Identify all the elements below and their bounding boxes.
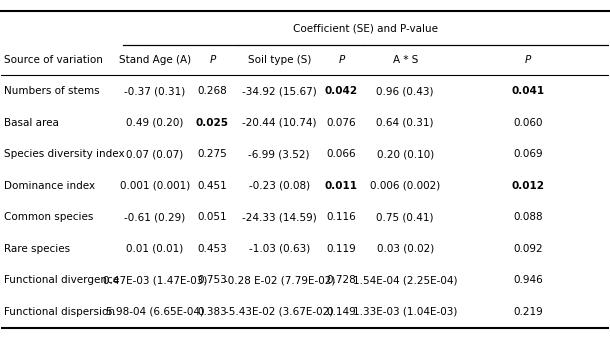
Text: -34.92 (15.67): -34.92 (15.67) — [242, 86, 317, 96]
Text: 0.076: 0.076 — [326, 118, 356, 128]
Text: -24.33 (14.59): -24.33 (14.59) — [242, 212, 317, 222]
Text: 0.753: 0.753 — [198, 275, 228, 285]
Text: 0.088: 0.088 — [514, 212, 543, 222]
Text: -0.23 (0.08): -0.23 (0.08) — [249, 181, 310, 191]
Text: 0.946: 0.946 — [513, 275, 543, 285]
Text: 1.33E-03 (1.04E-03): 1.33E-03 (1.04E-03) — [353, 307, 458, 317]
Text: 0.453: 0.453 — [198, 244, 228, 254]
Text: 0.092: 0.092 — [514, 244, 543, 254]
Text: 0.051: 0.051 — [198, 212, 227, 222]
Text: P: P — [209, 55, 215, 65]
Text: Coefficient (SE) and P-value: Coefficient (SE) and P-value — [293, 23, 438, 33]
Text: 0.47E-03 (1.47E-03): 0.47E-03 (1.47E-03) — [102, 275, 207, 285]
Text: 0.268: 0.268 — [198, 86, 228, 96]
Text: Basal area: Basal area — [4, 118, 59, 128]
Text: -20.44 (10.74): -20.44 (10.74) — [242, 118, 317, 128]
Text: 0.006 (0.002): 0.006 (0.002) — [370, 181, 440, 191]
Text: -0.37 (0.31): -0.37 (0.31) — [124, 86, 185, 96]
Text: -1.03 (0.63): -1.03 (0.63) — [248, 244, 310, 254]
Text: 0.069: 0.069 — [514, 149, 543, 159]
Text: -6.99 (3.52): -6.99 (3.52) — [248, 149, 310, 159]
Text: -0.61 (0.29): -0.61 (0.29) — [124, 212, 185, 222]
Text: 0.066: 0.066 — [326, 149, 356, 159]
Text: 0.451: 0.451 — [198, 181, 228, 191]
Text: 0.275: 0.275 — [198, 149, 228, 159]
Text: 0.20 (0.10): 0.20 (0.10) — [376, 149, 434, 159]
Text: 0.149: 0.149 — [326, 307, 356, 317]
Text: 5.98-04 (6.65E-04): 5.98-04 (6.65E-04) — [106, 307, 204, 317]
Text: 0.060: 0.060 — [514, 118, 543, 128]
Text: Rare species: Rare species — [4, 244, 71, 254]
Text: 0.383: 0.383 — [198, 307, 228, 317]
Text: 0.116: 0.116 — [326, 212, 356, 222]
Text: 0.728: 0.728 — [326, 275, 356, 285]
Text: 0.03 (0.02): 0.03 (0.02) — [376, 244, 434, 254]
Text: Stand Age (A): Stand Age (A) — [119, 55, 191, 65]
Text: 0.041: 0.041 — [512, 86, 545, 96]
Text: -5.43E-02 (3.67E-02): -5.43E-02 (3.67E-02) — [225, 307, 333, 317]
Text: 0.07 (0.07): 0.07 (0.07) — [126, 149, 184, 159]
Text: 0.75 (0.41): 0.75 (0.41) — [376, 212, 434, 222]
Text: 0.001 (0.001): 0.001 (0.001) — [120, 181, 190, 191]
Text: Dominance index: Dominance index — [4, 181, 96, 191]
Text: 0.119: 0.119 — [326, 244, 356, 254]
Text: Functional divergence: Functional divergence — [4, 275, 120, 285]
Text: 0.012: 0.012 — [512, 181, 545, 191]
Text: 0.042: 0.042 — [325, 86, 358, 96]
Text: 0.011: 0.011 — [325, 181, 358, 191]
Text: 0.01 (0.01): 0.01 (0.01) — [126, 244, 184, 254]
Text: Numbers of stems: Numbers of stems — [4, 86, 100, 96]
Text: Common species: Common species — [4, 212, 94, 222]
Text: 0.219: 0.219 — [513, 307, 543, 317]
Text: 0.025: 0.025 — [196, 118, 229, 128]
Text: 1.54E-04 (2.25E-04): 1.54E-04 (2.25E-04) — [353, 275, 458, 285]
Text: 0.64 (0.31): 0.64 (0.31) — [376, 118, 434, 128]
Text: P: P — [525, 55, 531, 65]
Text: P: P — [339, 55, 345, 65]
Text: -0.28 E-02 (7.79E-02): -0.28 E-02 (7.79E-02) — [223, 275, 335, 285]
Text: Source of variation: Source of variation — [4, 55, 103, 65]
Text: Soil type (S): Soil type (S) — [248, 55, 311, 65]
Text: Species diversity index: Species diversity index — [4, 149, 125, 159]
Text: A * S: A * S — [392, 55, 418, 65]
Text: 0.96 (0.43): 0.96 (0.43) — [376, 86, 434, 96]
Text: 0.49 (0.20): 0.49 (0.20) — [126, 118, 184, 128]
Text: Functional dispersion: Functional dispersion — [4, 307, 115, 317]
